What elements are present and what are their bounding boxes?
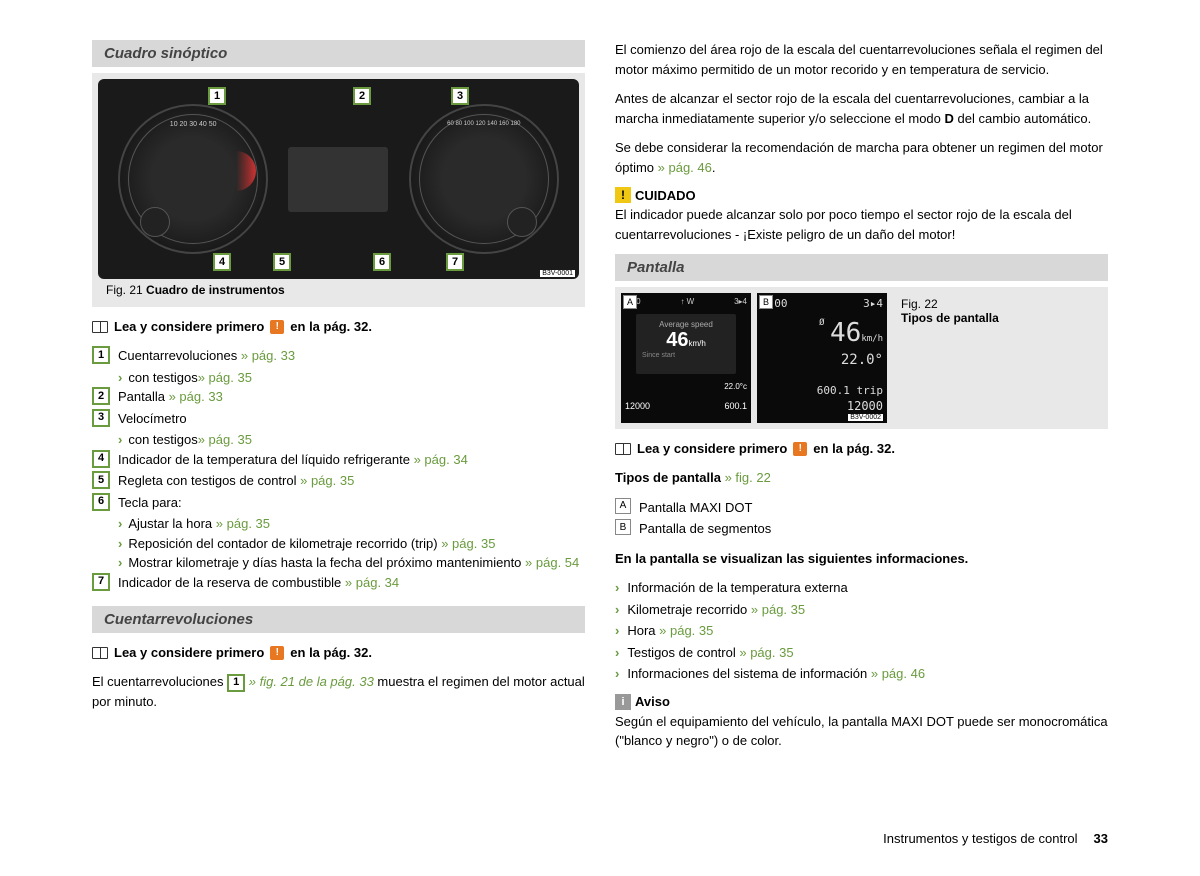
para-optimal: Se debe considerar la recomendación de m…: [615, 138, 1108, 177]
book-icon: [92, 647, 108, 659]
screen-maxi-dot: A 2:00↑ W3▸4 Average speed 46km/h Since …: [621, 293, 751, 423]
bullet-arrow-icon: ›: [118, 430, 122, 450]
rpm-description: El cuentarrevoluciones 1 » fig. 21 de la…: [92, 672, 585, 711]
tipo-b: BPantalla de segmentos: [615, 519, 1108, 539]
read-first-note-left2: Lea y considere primero ! en la pág. 32.: [92, 645, 585, 660]
fig21-caption: Fig. 21 Cuadro de instrumentos: [98, 279, 579, 301]
callout-5: 5: [273, 253, 291, 271]
tipos-pantalla-title: Tipos de pantalla » fig. 22: [615, 468, 1108, 488]
warning-icon: !: [270, 320, 284, 334]
screen-segment: B 2:003▸4 Ø 46km/h 22.0° 600.1 trip 1200…: [757, 293, 887, 423]
bullet-arrow-icon: ›: [118, 514, 122, 534]
tipo-a: APantalla MAXI DOT: [615, 498, 1108, 518]
callout-6: 6: [373, 253, 391, 271]
dashboard-illustration: 10 20 30 40 50 60 80 100 120 140 160 180…: [98, 79, 579, 279]
bullet-arrow-icon: ›: [118, 553, 122, 573]
section-cuentarrevoluciones: Cuentarrevoluciones: [92, 606, 585, 633]
figure-22-box: A 2:00↑ W3▸4 Average speed 46km/h Since …: [615, 287, 1108, 429]
callout-2: 2: [353, 87, 371, 105]
left-column: Cuadro sinóptico 10 20 30 40 50 60 80 10…: [92, 40, 585, 761]
callout-4: 4: [213, 253, 231, 271]
cuidado-text: El indicador puede alcanzar solo por poc…: [615, 205, 1108, 244]
bullet-arrow-icon: ›: [118, 368, 122, 388]
read-first-note-left: Lea y considere primero ! en la pág. 32.: [92, 319, 585, 334]
aviso-text: Según el equipamiento del vehículo, la p…: [615, 712, 1108, 751]
info-list: ›Información de la temperatura externa ›…: [615, 578, 1108, 684]
caution-icon: !: [615, 187, 631, 203]
page-footer: Instrumentos y testigos de control33: [883, 831, 1108, 846]
bullet-arrow-icon: ›: [615, 578, 619, 598]
cuidado-title: !CUIDADO: [615, 187, 1108, 203]
image-code-2: B3V-0002: [848, 414, 883, 421]
para-shift-up: Antes de alcanzar el sector rojo de la e…: [615, 89, 1108, 128]
fig22-caption: Fig. 22Tipos de pantalla: [893, 293, 1102, 423]
warning-icon: !: [270, 646, 284, 660]
tachometer-gauge: 10 20 30 40 50: [118, 104, 268, 254]
bullet-arrow-icon: ›: [615, 664, 619, 684]
legend-list: 1Cuentarrevoluciones » pág. 33 ›con test…: [92, 346, 585, 592]
warning-icon: !: [793, 442, 807, 456]
right-column: El comienzo del área rojo de la escala d…: [615, 40, 1108, 761]
info-list-title: En la pantalla se visualizan las siguien…: [615, 549, 1108, 569]
figure-21-box: 10 20 30 40 50 60 80 100 120 140 160 180…: [92, 73, 585, 307]
section-cuadro-sinoptico: Cuadro sinóptico: [92, 40, 585, 67]
red-zone: [236, 151, 256, 191]
para-red-zone: El comienzo del área rojo de la escala d…: [615, 40, 1108, 79]
image-code: B3V-0001: [540, 270, 575, 277]
read-first-note-right: Lea y considere primero ! en la pág. 32.: [615, 441, 1108, 456]
center-display: [288, 147, 388, 212]
bullet-arrow-icon: ›: [615, 600, 619, 620]
section-pantalla: Pantalla: [615, 254, 1108, 281]
fuel-sub-gauge: [507, 207, 537, 237]
speedometer-gauge: 60 80 100 120 140 160 180: [409, 104, 559, 254]
bullet-arrow-icon: ›: [615, 621, 619, 641]
bullet-arrow-icon: ›: [615, 643, 619, 663]
callout-1: 1: [208, 87, 226, 105]
info-icon: i: [615, 694, 631, 710]
bullet-arrow-icon: ›: [118, 534, 122, 554]
coolant-sub-gauge: [140, 207, 170, 237]
callout-7: 7: [446, 253, 464, 271]
callout-3: 3: [451, 87, 469, 105]
book-icon: [615, 443, 631, 455]
book-icon: [92, 321, 108, 333]
aviso-title: iAviso: [615, 694, 1108, 710]
